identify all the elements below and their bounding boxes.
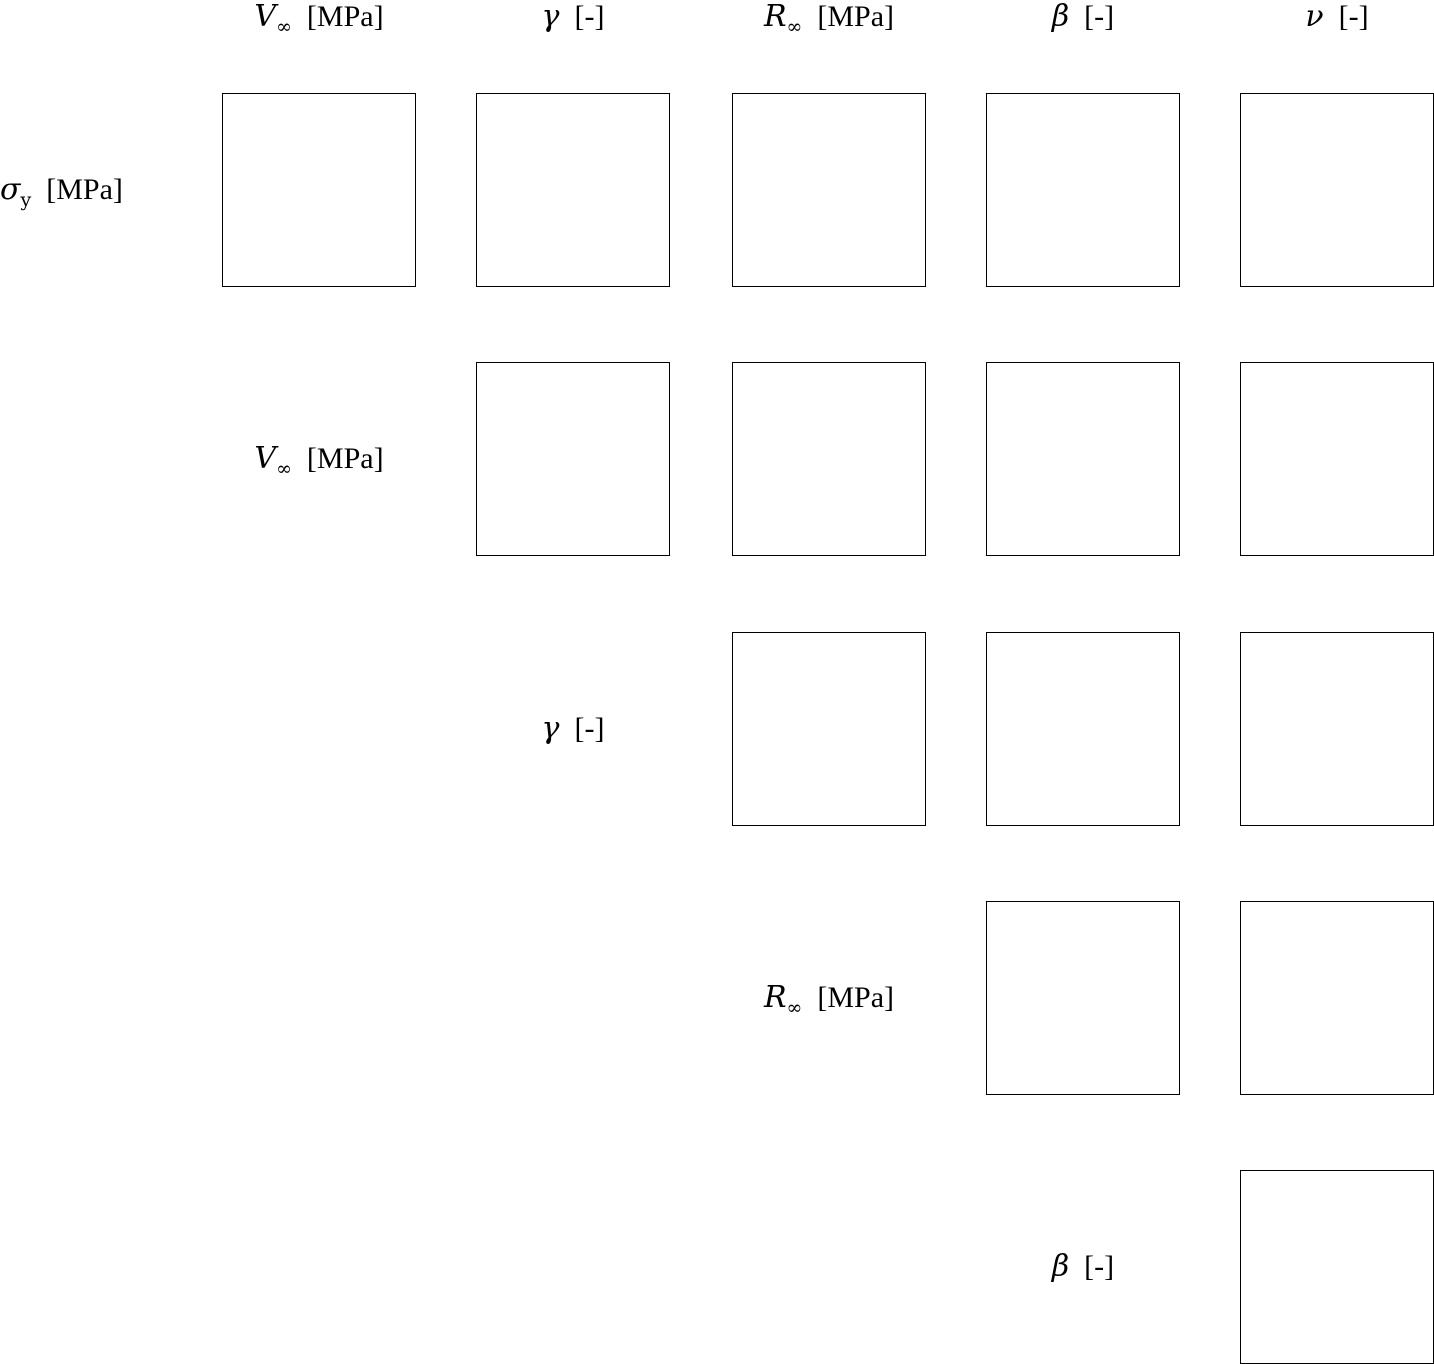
column-header-beta: β [-] [1052,2,1114,32]
contour-panel-rinf-vs-beta [986,901,1180,1095]
row-header-vinf: V∞ [MPa] [254,440,384,478]
param-unit: [MPa] [31,173,123,206]
panel-frame [1240,632,1434,826]
param-symbol: R [763,979,787,1015]
param-unit: [-] [1069,1249,1115,1283]
panel-frame [732,362,926,556]
param-unit: [-] [1323,0,1369,33]
param-subscript: ∞ [276,16,292,38]
param-symbol: R [763,0,787,34]
param-subscript: ∞ [276,457,292,480]
param-unit: [MPa] [802,0,895,33]
contour-panel-sy-vs-vinf [222,93,416,287]
param-symbol: γ [541,0,560,34]
param-unit: [MPa] [802,980,895,1014]
contour-panel-sy-vs-nu [1240,93,1434,287]
param-unit: [MPa] [291,441,384,475]
param-symbol: ν [1305,0,1324,34]
contour-panel-gam-vs-rinf [732,632,926,826]
param-symbol: β [1051,0,1070,34]
param-symbol: V [254,0,277,34]
panel-frame [1240,901,1434,1095]
contour-panel-sy-vs-rinf [732,93,926,287]
contour-panel-gam-vs-nu [1240,632,1434,826]
column-header-gam: γ [-] [542,2,605,32]
panel-frame [986,93,1180,287]
param-symbol: β [1051,1248,1070,1284]
panel-frame [732,93,926,287]
param-unit: [-] [559,0,605,33]
contour-panel-sy-vs-gam [476,93,670,287]
column-header-nu: ν [-] [1305,2,1368,32]
row-header-sy: σy [MPa] [0,172,123,210]
column-header-rinf: R∞ [MPa] [763,0,895,37]
row-header-gam: γ [-] [541,710,605,746]
param-subscript: y [20,189,32,211]
panel-frame [1240,362,1434,556]
panel-frame [222,93,416,287]
panel-frame [732,632,926,826]
param-unit: [-] [1069,0,1115,33]
contour-panel-vinf-vs-beta [986,362,1180,556]
param-subscript: ∞ [786,996,803,1019]
contour-panel-rinf-vs-nu [1240,901,1434,1095]
param-symbol: γ [541,710,560,746]
param-unit: [-] [559,711,605,745]
contour-panel-sy-vs-beta [986,93,1180,287]
panel-frame [1240,1170,1434,1364]
param-symbol: σ [0,172,21,207]
row-header-beta: β [-] [1051,1248,1115,1284]
contour-panel-beta-vs-nu [1240,1170,1434,1364]
panel-frame [476,93,670,287]
contour-panel-gam-vs-beta [986,632,1180,826]
row-header-rinf: R∞ [MPa] [763,979,895,1017]
param-symbol: V [254,440,277,476]
panel-frame [476,362,670,556]
panel-frame [1240,93,1434,287]
column-header-vinf: V∞ [MPa] [254,0,384,37]
panel-frame [986,362,1180,556]
contour-panel-vinf-vs-rinf [732,362,926,556]
param-subscript: ∞ [786,16,803,38]
contour-panel-vinf-vs-nu [1240,362,1434,556]
param-unit: [MPa] [291,0,384,33]
panel-frame [986,632,1180,826]
panel-frame [986,901,1180,1095]
contour-panel-vinf-vs-gam [476,362,670,556]
